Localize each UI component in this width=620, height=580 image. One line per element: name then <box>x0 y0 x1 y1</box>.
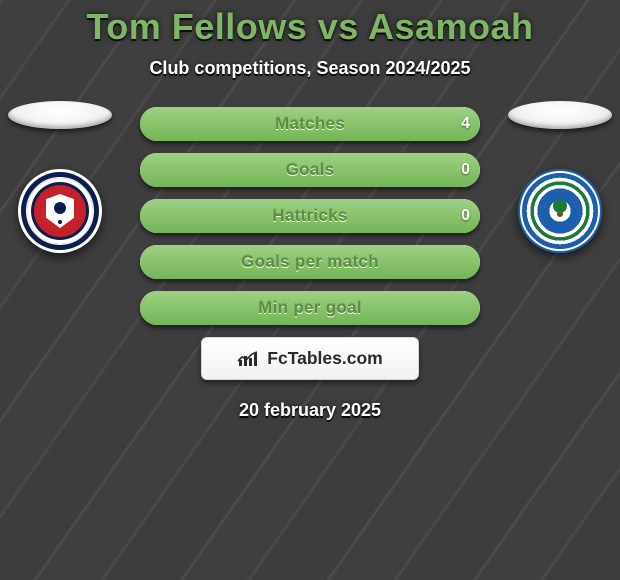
stat-label: Hattricks <box>140 199 480 233</box>
crest-right-tree-icon <box>553 199 567 213</box>
stat-row: Min per goal <box>140 291 480 325</box>
player-left-plinth <box>8 101 112 129</box>
crest-left-ball-icon <box>54 202 66 214</box>
stat-rows: Matches4Goals0Hattricks0Goals per matchM… <box>140 107 480 325</box>
comparison-card: Tom Fellows vs Asamoah Club competitions… <box>0 0 620 580</box>
stat-label: Min per goal <box>140 291 480 325</box>
brand-badge[interactable]: FcTables.com <box>201 337 419 380</box>
stat-value-right: 4 <box>451 107 480 141</box>
stat-label: Matches <box>140 107 480 141</box>
stat-value-right: 0 <box>451 199 480 233</box>
content: Matches4Goals0Hattricks0Goals per matchM… <box>0 107 620 421</box>
player-left <box>0 101 120 253</box>
stat-row: Matches4 <box>140 107 480 141</box>
player-right-plinth <box>508 101 612 129</box>
stat-row: Goals per match <box>140 245 480 279</box>
stat-value-right: 0 <box>451 153 480 187</box>
player-right <box>500 101 620 253</box>
stat-row: Goals0 <box>140 153 480 187</box>
club-crest-right <box>518 169 602 253</box>
brand-text: FcTables.com <box>267 348 382 369</box>
subtitle: Club competitions, Season 2024/2025 <box>0 58 620 79</box>
club-crest-left <box>18 169 102 253</box>
date-label: 20 february 2025 <box>0 400 620 421</box>
stat-label: Goals per match <box>140 245 480 279</box>
crest-left-shield <box>46 194 74 228</box>
stat-label: Goals <box>140 153 480 187</box>
chart-icon <box>237 350 259 368</box>
stat-row: Hattricks0 <box>140 199 480 233</box>
brand-name: FcTables <box>267 348 342 368</box>
brand-suffix: .com <box>342 348 383 368</box>
page-title: Tom Fellows vs Asamoah <box>0 0 620 48</box>
